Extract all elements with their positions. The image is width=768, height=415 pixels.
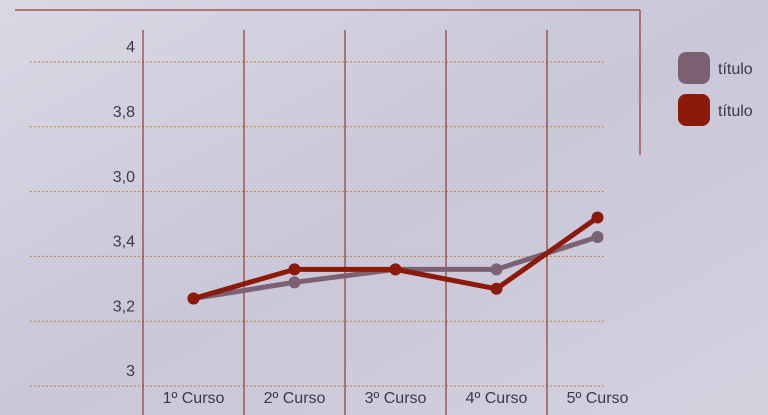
y-tick-label: 3,2 xyxy=(113,298,135,315)
y-tick-label: 4 xyxy=(126,39,135,56)
legend-label: título xyxy=(718,103,753,120)
point xyxy=(592,231,604,243)
y-tick-label: 3,4 xyxy=(113,234,135,251)
x-tick-label: 1º Curso xyxy=(163,390,225,407)
legend-swatch xyxy=(678,52,710,84)
y-tick-label: 3 xyxy=(126,363,135,380)
point xyxy=(289,276,301,288)
x-tick-label: 5º Curso xyxy=(567,390,629,407)
chart: 3 3,2 3,4 3,0 3,8 4 1º Curso 2º Curso 3º Curso 4º… xyxy=(0,0,768,415)
y-tick-label: 3,0 xyxy=(113,169,135,186)
point xyxy=(592,212,604,224)
point xyxy=(390,263,402,275)
x-tick-label: 3º Curso xyxy=(365,390,427,407)
legend-swatch xyxy=(678,94,710,126)
point xyxy=(491,283,503,295)
y-tick-label: 3,8 xyxy=(113,104,135,121)
x-tick-label: 4º Curso xyxy=(466,390,528,407)
point xyxy=(491,263,503,275)
point xyxy=(188,293,200,305)
legend-label: título xyxy=(718,61,753,78)
point xyxy=(289,263,301,275)
x-tick-label: 2º Curso xyxy=(264,390,326,407)
